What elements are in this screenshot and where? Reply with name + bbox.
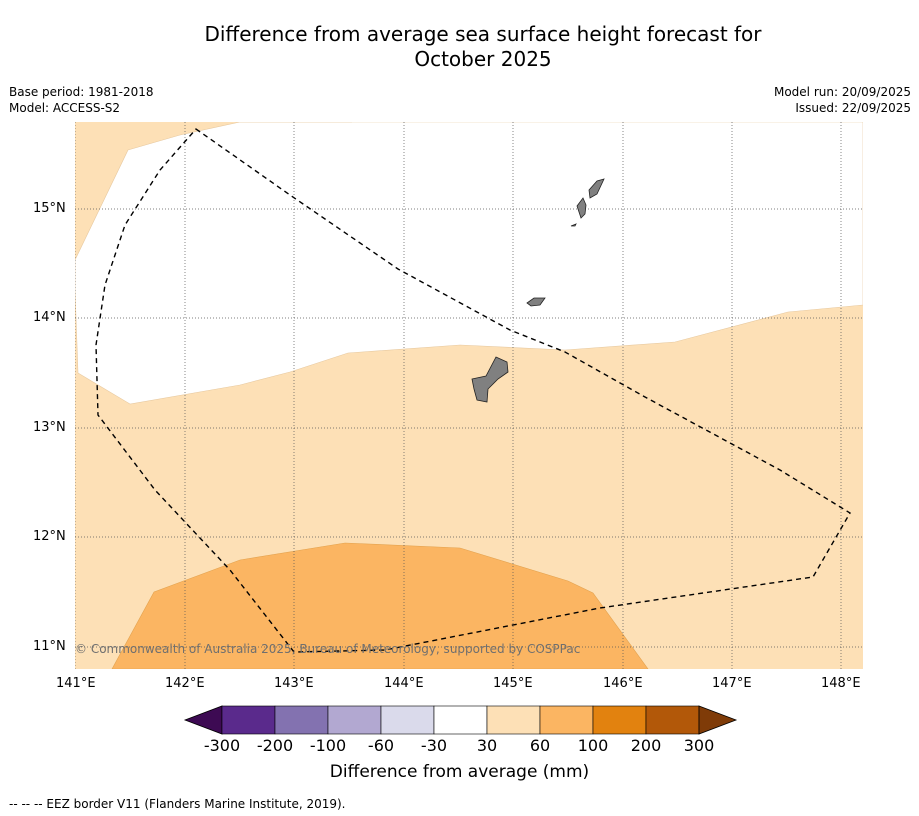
colorbar-label-3: -100 bbox=[309, 736, 347, 755]
lat-label-15n: 15°N bbox=[33, 201, 66, 216]
colorbar-box-9 bbox=[645, 705, 700, 735]
anomaly-neutral-region bbox=[75, 122, 863, 405]
colorbar-label-7: 60 bbox=[529, 736, 551, 755]
meta-left: Base period: 1981-2018 Model: ACCESS-S2 bbox=[9, 84, 154, 116]
base-period: Base period: 1981-2018 bbox=[9, 85, 154, 99]
lon-label-148e: 148°E bbox=[821, 676, 861, 691]
model-name: Model: ACCESS-S2 bbox=[9, 101, 121, 115]
colorbar-title: Difference from average (mm) bbox=[329, 762, 590, 782]
lon-label-142e: 142°E bbox=[165, 676, 205, 691]
lon-label-147e: 147°E bbox=[712, 676, 752, 691]
lon-label-144e: 144°E bbox=[384, 676, 424, 691]
colorbar bbox=[183, 705, 738, 735]
map-title-line1: Difference from average sea surface heig… bbox=[204, 22, 762, 46]
copyright-credit: © Commonwealth of Australia 2025, Bureau… bbox=[75, 642, 581, 656]
colorbar-label-2: -200 bbox=[256, 736, 294, 755]
colorbar-box-6 bbox=[486, 705, 541, 735]
rota-island bbox=[526, 297, 546, 307]
guam-island bbox=[471, 356, 509, 403]
colorbar-box-5 bbox=[433, 705, 488, 735]
colorbar-label-6: 30 bbox=[476, 736, 498, 755]
lat-label-13n: 13°N bbox=[33, 420, 66, 435]
lon-label-141e: 141°E bbox=[56, 676, 96, 691]
graticule bbox=[75, 122, 863, 669]
colorbar-extend-high bbox=[698, 705, 738, 735]
eez-legend-footer: -- -- -- EEZ border V11 (Flanders Marine… bbox=[9, 797, 346, 811]
map-title-line2: October 2025 bbox=[414, 47, 552, 71]
issued-date: Issued: 22/09/2025 bbox=[795, 101, 911, 115]
colorbar-label-1: -300 bbox=[203, 736, 241, 755]
meta-right: Model run: 20/09/2025 Issued: 22/09/2025 bbox=[774, 84, 911, 116]
tinian-island bbox=[576, 197, 587, 219]
colorbar-box-1 bbox=[221, 705, 276, 735]
colorbar-box-8 bbox=[592, 705, 647, 735]
colorbar-label-4: -60 bbox=[367, 736, 395, 755]
map-area bbox=[75, 122, 863, 669]
colorbar-label-10: 300 bbox=[683, 736, 715, 755]
colorbar-label-9: 200 bbox=[630, 736, 662, 755]
lon-label-146e: 146°E bbox=[603, 676, 643, 691]
model-run: Model run: 20/09/2025 bbox=[773, 85, 911, 99]
lon-label-145e: 145°E bbox=[493, 676, 533, 691]
colorbar-box-7 bbox=[539, 705, 594, 735]
saipan-island bbox=[588, 178, 605, 199]
lat-label-14n: 14°N bbox=[33, 310, 66, 325]
lon-label-143e: 143°E bbox=[274, 676, 314, 691]
lat-label-11n: 11°N bbox=[33, 639, 66, 654]
islands bbox=[471, 178, 605, 403]
colorbar-box-4 bbox=[380, 705, 435, 735]
colorbar-box-3 bbox=[327, 705, 382, 735]
colorbar-label-8: 100 bbox=[577, 736, 609, 755]
colorbar-label-5: -30 bbox=[420, 736, 448, 755]
aguijan-island bbox=[570, 223, 577, 227]
anomaly-60-100-region bbox=[111, 542, 649, 669]
lat-label-12n: 12°N bbox=[33, 529, 66, 544]
colorbar-extend-low bbox=[183, 705, 223, 735]
colorbar-box-2 bbox=[274, 705, 329, 735]
map-title: Difference from average sea surface heig… bbox=[0, 22, 919, 72]
